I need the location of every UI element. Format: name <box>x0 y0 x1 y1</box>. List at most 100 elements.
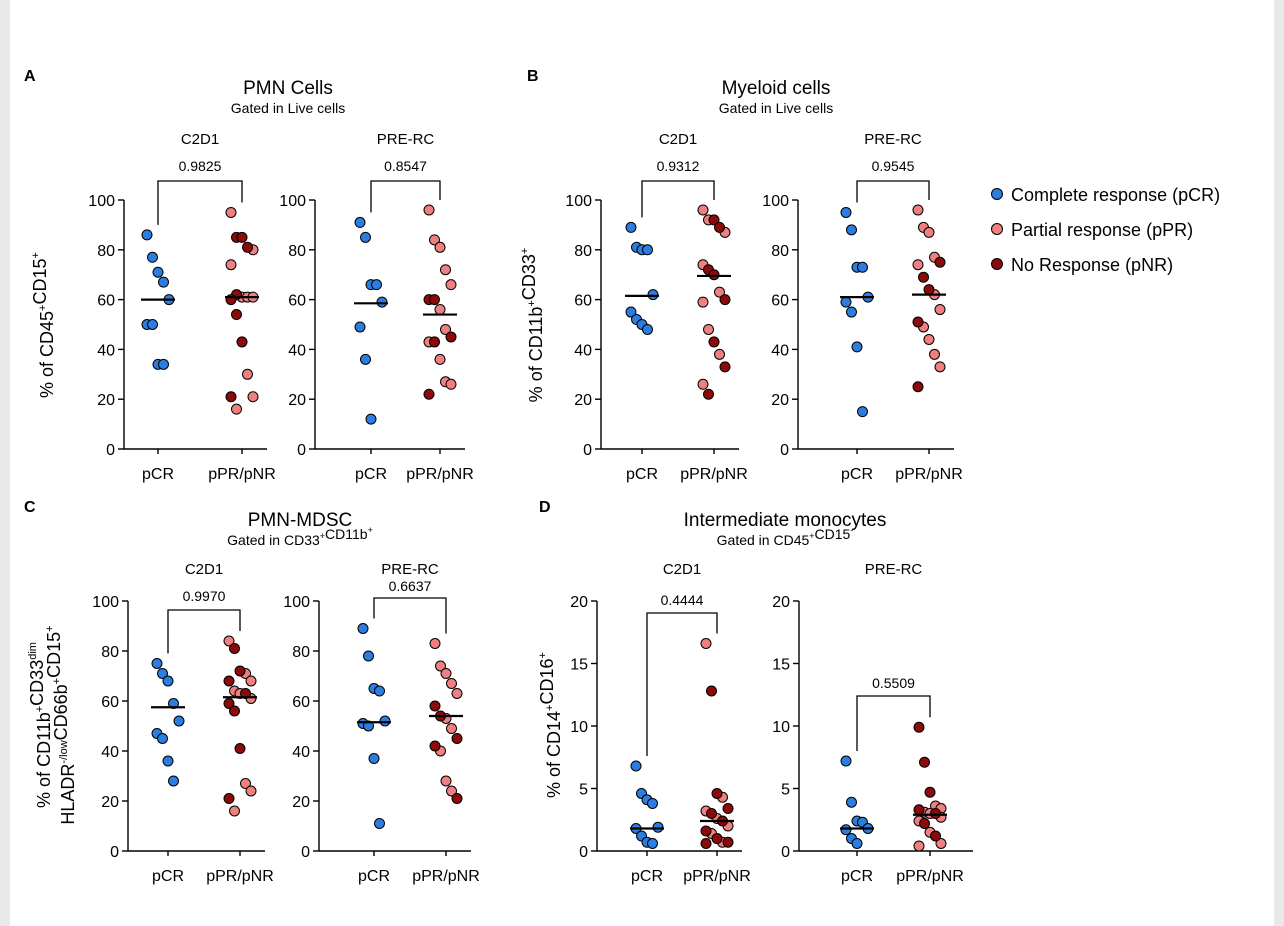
point-pnr <box>913 804 925 816</box>
point-pnr <box>429 740 441 752</box>
panel-title: Intermediate monocytes <box>684 510 887 531</box>
label-text: CD11b <box>325 526 368 542</box>
point-ppr <box>225 259 237 271</box>
point-pnr <box>223 675 235 687</box>
point-pcr <box>157 668 168 679</box>
x-tick-label: pPR/pNR <box>683 868 751 885</box>
p-value-label: 0.9312 <box>657 158 700 174</box>
x-tick-label: pCR <box>626 466 658 483</box>
point-ppr <box>223 635 235 647</box>
point-pcr <box>851 838 863 849</box>
label-text: Gated in CD33 <box>227 532 320 548</box>
point-pnr <box>223 793 235 804</box>
x-tick-label: pCR <box>142 466 174 483</box>
point-pnr <box>223 698 235 709</box>
x-tick-label: pCR <box>355 466 387 483</box>
label-text: % of CD45 <box>37 311 57 398</box>
y-tick-label: 40 <box>97 342 115 359</box>
y-tick-label: 0 <box>579 844 588 861</box>
y-tick-label: 15 <box>772 657 790 674</box>
point-pnr <box>919 756 930 768</box>
point-pcr <box>157 733 168 744</box>
label-text: CD66b <box>51 684 71 740</box>
point-ppr <box>435 660 446 672</box>
point-pcr <box>647 798 658 809</box>
point-pnr <box>703 388 714 400</box>
point-ppr <box>923 333 935 345</box>
superscript-text: + <box>44 625 56 631</box>
point-pnr <box>700 838 712 849</box>
point-ppr <box>445 378 457 390</box>
group-label: PRE-RC <box>864 131 922 148</box>
legend: Complete response (pCR) Partial response … <box>991 185 1220 275</box>
point-pnr <box>445 331 457 343</box>
point-ppr <box>912 259 924 271</box>
x-tick-label: pPR/pNR <box>208 466 276 483</box>
panel-subtitle: Gated in CD33+CD11b+ <box>227 525 373 548</box>
panel-letter: A <box>24 68 36 85</box>
point-ppr <box>440 323 451 335</box>
point-pcr <box>168 775 179 787</box>
y-tick-label: 0 <box>583 442 592 459</box>
point-pnr <box>722 836 734 848</box>
point-pcr <box>151 658 163 669</box>
y-tick-label: 80 <box>288 243 306 260</box>
superscript-text: + <box>544 704 556 710</box>
point-pcr <box>647 289 659 301</box>
point-pnr <box>429 700 441 712</box>
point-pcr <box>365 413 377 425</box>
superscript-text: + <box>537 652 549 658</box>
y-tick-label: 20 <box>570 594 588 611</box>
point-pnr <box>711 788 723 799</box>
point-ppr <box>434 304 446 316</box>
label-text: CD15 <box>44 632 64 678</box>
y-axis-label: HLADR-/lowCD66b+CD15+ <box>44 625 78 824</box>
y-tick-label: 80 <box>292 644 310 661</box>
point-pcr <box>371 279 382 291</box>
y-axis-label: % of CD45+CD15+ <box>30 252 57 398</box>
point-ppr <box>429 638 441 649</box>
point-pcr <box>846 224 857 236</box>
point-ppr <box>934 361 946 373</box>
point-pnr <box>231 309 242 321</box>
y-tick-label: 80 <box>574 243 592 260</box>
point-ppr <box>935 838 947 849</box>
point-pcr <box>374 685 385 697</box>
subplot-c2d1: C2D1 0 5 10 15 20 pCR pPR/pNR 0.4444 <box>570 561 751 885</box>
significance-bracket <box>373 597 447 634</box>
x-tick-label: pPR/pNR <box>896 868 964 885</box>
point-ppr <box>451 688 463 699</box>
label-text: CD33 <box>27 660 47 706</box>
panel-subtitle: Gated in CD45+CD15- <box>717 525 854 548</box>
label-text: CD15 <box>815 526 851 542</box>
point-pnr <box>451 733 463 744</box>
y-tick-label: 10 <box>772 719 790 736</box>
label-text: Gated in CD45 <box>717 532 810 548</box>
point-ppr <box>240 778 251 789</box>
significance-bracket <box>641 180 715 218</box>
legend-label: Complete response (pCR) <box>1011 185 1220 205</box>
x-tick-label: pPR/pNR <box>412 868 480 885</box>
y-tick-label: 60 <box>771 293 789 310</box>
x-tick-label: pCR <box>841 868 873 885</box>
point-pnr <box>229 643 240 654</box>
y-tick-label: 100 <box>92 594 119 611</box>
point-pnr <box>423 388 435 400</box>
y-tick-label: 20 <box>288 392 306 409</box>
point-pnr <box>708 336 720 348</box>
point-pcr <box>625 221 637 233</box>
y-tick-label: 10 <box>570 719 588 736</box>
point-pnr <box>924 786 936 798</box>
point-ppr <box>440 264 451 276</box>
label-text: % of CD11b <box>34 712 54 808</box>
point-pnr <box>229 705 240 717</box>
point-pcr <box>147 251 158 263</box>
p-value-label: 0.8547 <box>384 158 427 174</box>
panel-title: PMN Cells <box>243 78 333 99</box>
y-tick-label: 80 <box>101 644 119 661</box>
point-ppr <box>445 279 457 291</box>
y-tick-label: 40 <box>288 342 306 359</box>
figure-page: A PMN Cells Gated in Live cells% of CD45+C… <box>10 0 1274 926</box>
label-text: Gated in Live cells <box>719 100 833 116</box>
point-ppr <box>229 805 240 817</box>
